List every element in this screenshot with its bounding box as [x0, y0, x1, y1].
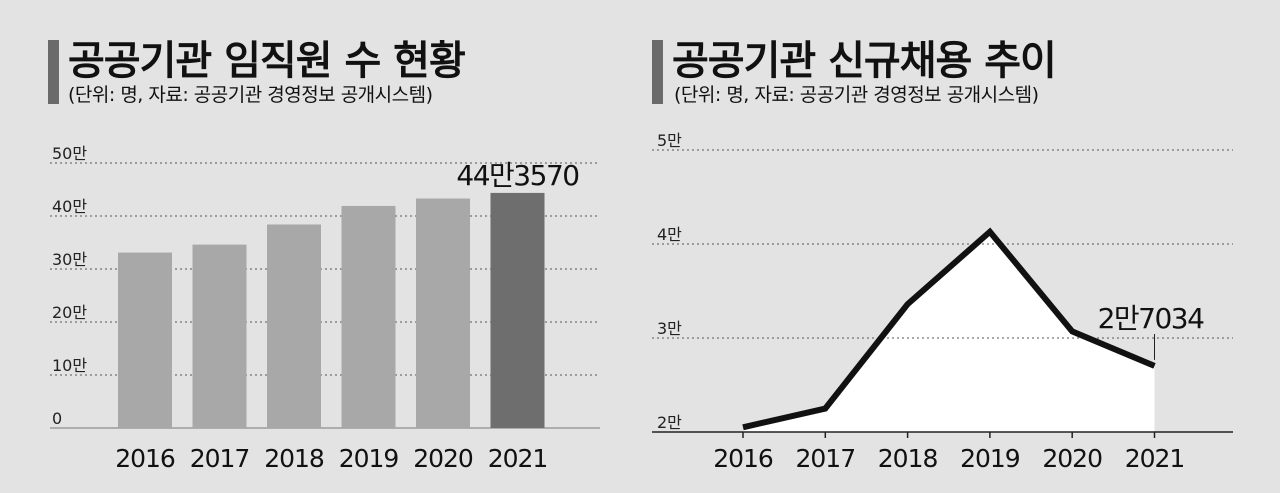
chart-title: 공공기관 임직원 수 현황: [68, 38, 466, 84]
title-accent-bar: [652, 40, 663, 104]
series-line: [742, 227, 1156, 431]
y-tick-label: 4만: [657, 225, 682, 244]
y-tick-label: 30만: [52, 250, 87, 269]
bar: [192, 244, 247, 428]
x-tick-label: 2019: [339, 444, 399, 473]
bar: [416, 198, 470, 428]
value-callout: 2만7034: [1098, 302, 1205, 335]
x-tick-label: 2018: [878, 444, 938, 473]
bar: [490, 192, 545, 428]
chart-subtitle: (단위: 명, 자료: 공공기관 경영정보 공개시스템): [674, 84, 1039, 106]
x-tick-label: 2016: [713, 444, 773, 473]
y-tick-label: 3만: [657, 319, 682, 338]
area-fill: [743, 231, 1155, 432]
employee-count-panel: 공공기관 임직원 수 현황 (단위: 명, 자료: 공공기관 경영정보 공개시스…: [48, 38, 600, 473]
y-tick-label: 50만: [52, 144, 87, 163]
y-tick-label: 20만: [52, 303, 87, 322]
x-tick-label: 2021: [488, 444, 548, 473]
bar: [341, 205, 396, 428]
y-tick-label: 2만: [657, 413, 682, 432]
x-tick-label: 2020: [1042, 444, 1102, 473]
new-hires-panel: 공공기관 신규채용 추이 (단위: 명, 자료: 공공기관 경영정보 공개시스템…: [640, 0, 1280, 493]
line-chart: 2만 3만 4만 5만 2016 2017 2018 2019 2020 2021 2만7034: [652, 131, 1233, 473]
chart-title: 공공기관 신규채용 추이: [672, 38, 1057, 84]
y-tick-label: 40만: [52, 197, 87, 216]
chart-subtitle: (단위: 명, 자료: 공공기관 경영정보 공개시스템): [68, 84, 433, 106]
y-tick-label: 10만: [52, 356, 87, 375]
x-tick-label: 2020: [413, 444, 473, 473]
x-tick-label: 2017: [190, 444, 250, 473]
y-tick-label: 5만: [657, 131, 682, 150]
title-accent-bar: [48, 40, 59, 104]
value-callout: 44만3570: [456, 159, 578, 192]
x-tick-label: 2018: [264, 444, 324, 473]
x-tick-label: 2016: [115, 444, 175, 473]
bar-chart: 0 10만 20만 30만 40만 50만 2016 2017 2018 2019 2020 2021…: [50, 144, 600, 473]
x-tick-label: 2021: [1125, 444, 1185, 473]
x-tick-label: 2019: [960, 444, 1020, 473]
x-tick-label: 2017: [795, 444, 855, 473]
bar: [267, 224, 321, 428]
y-tick-label: 0: [52, 409, 62, 428]
bar: [118, 252, 172, 428]
